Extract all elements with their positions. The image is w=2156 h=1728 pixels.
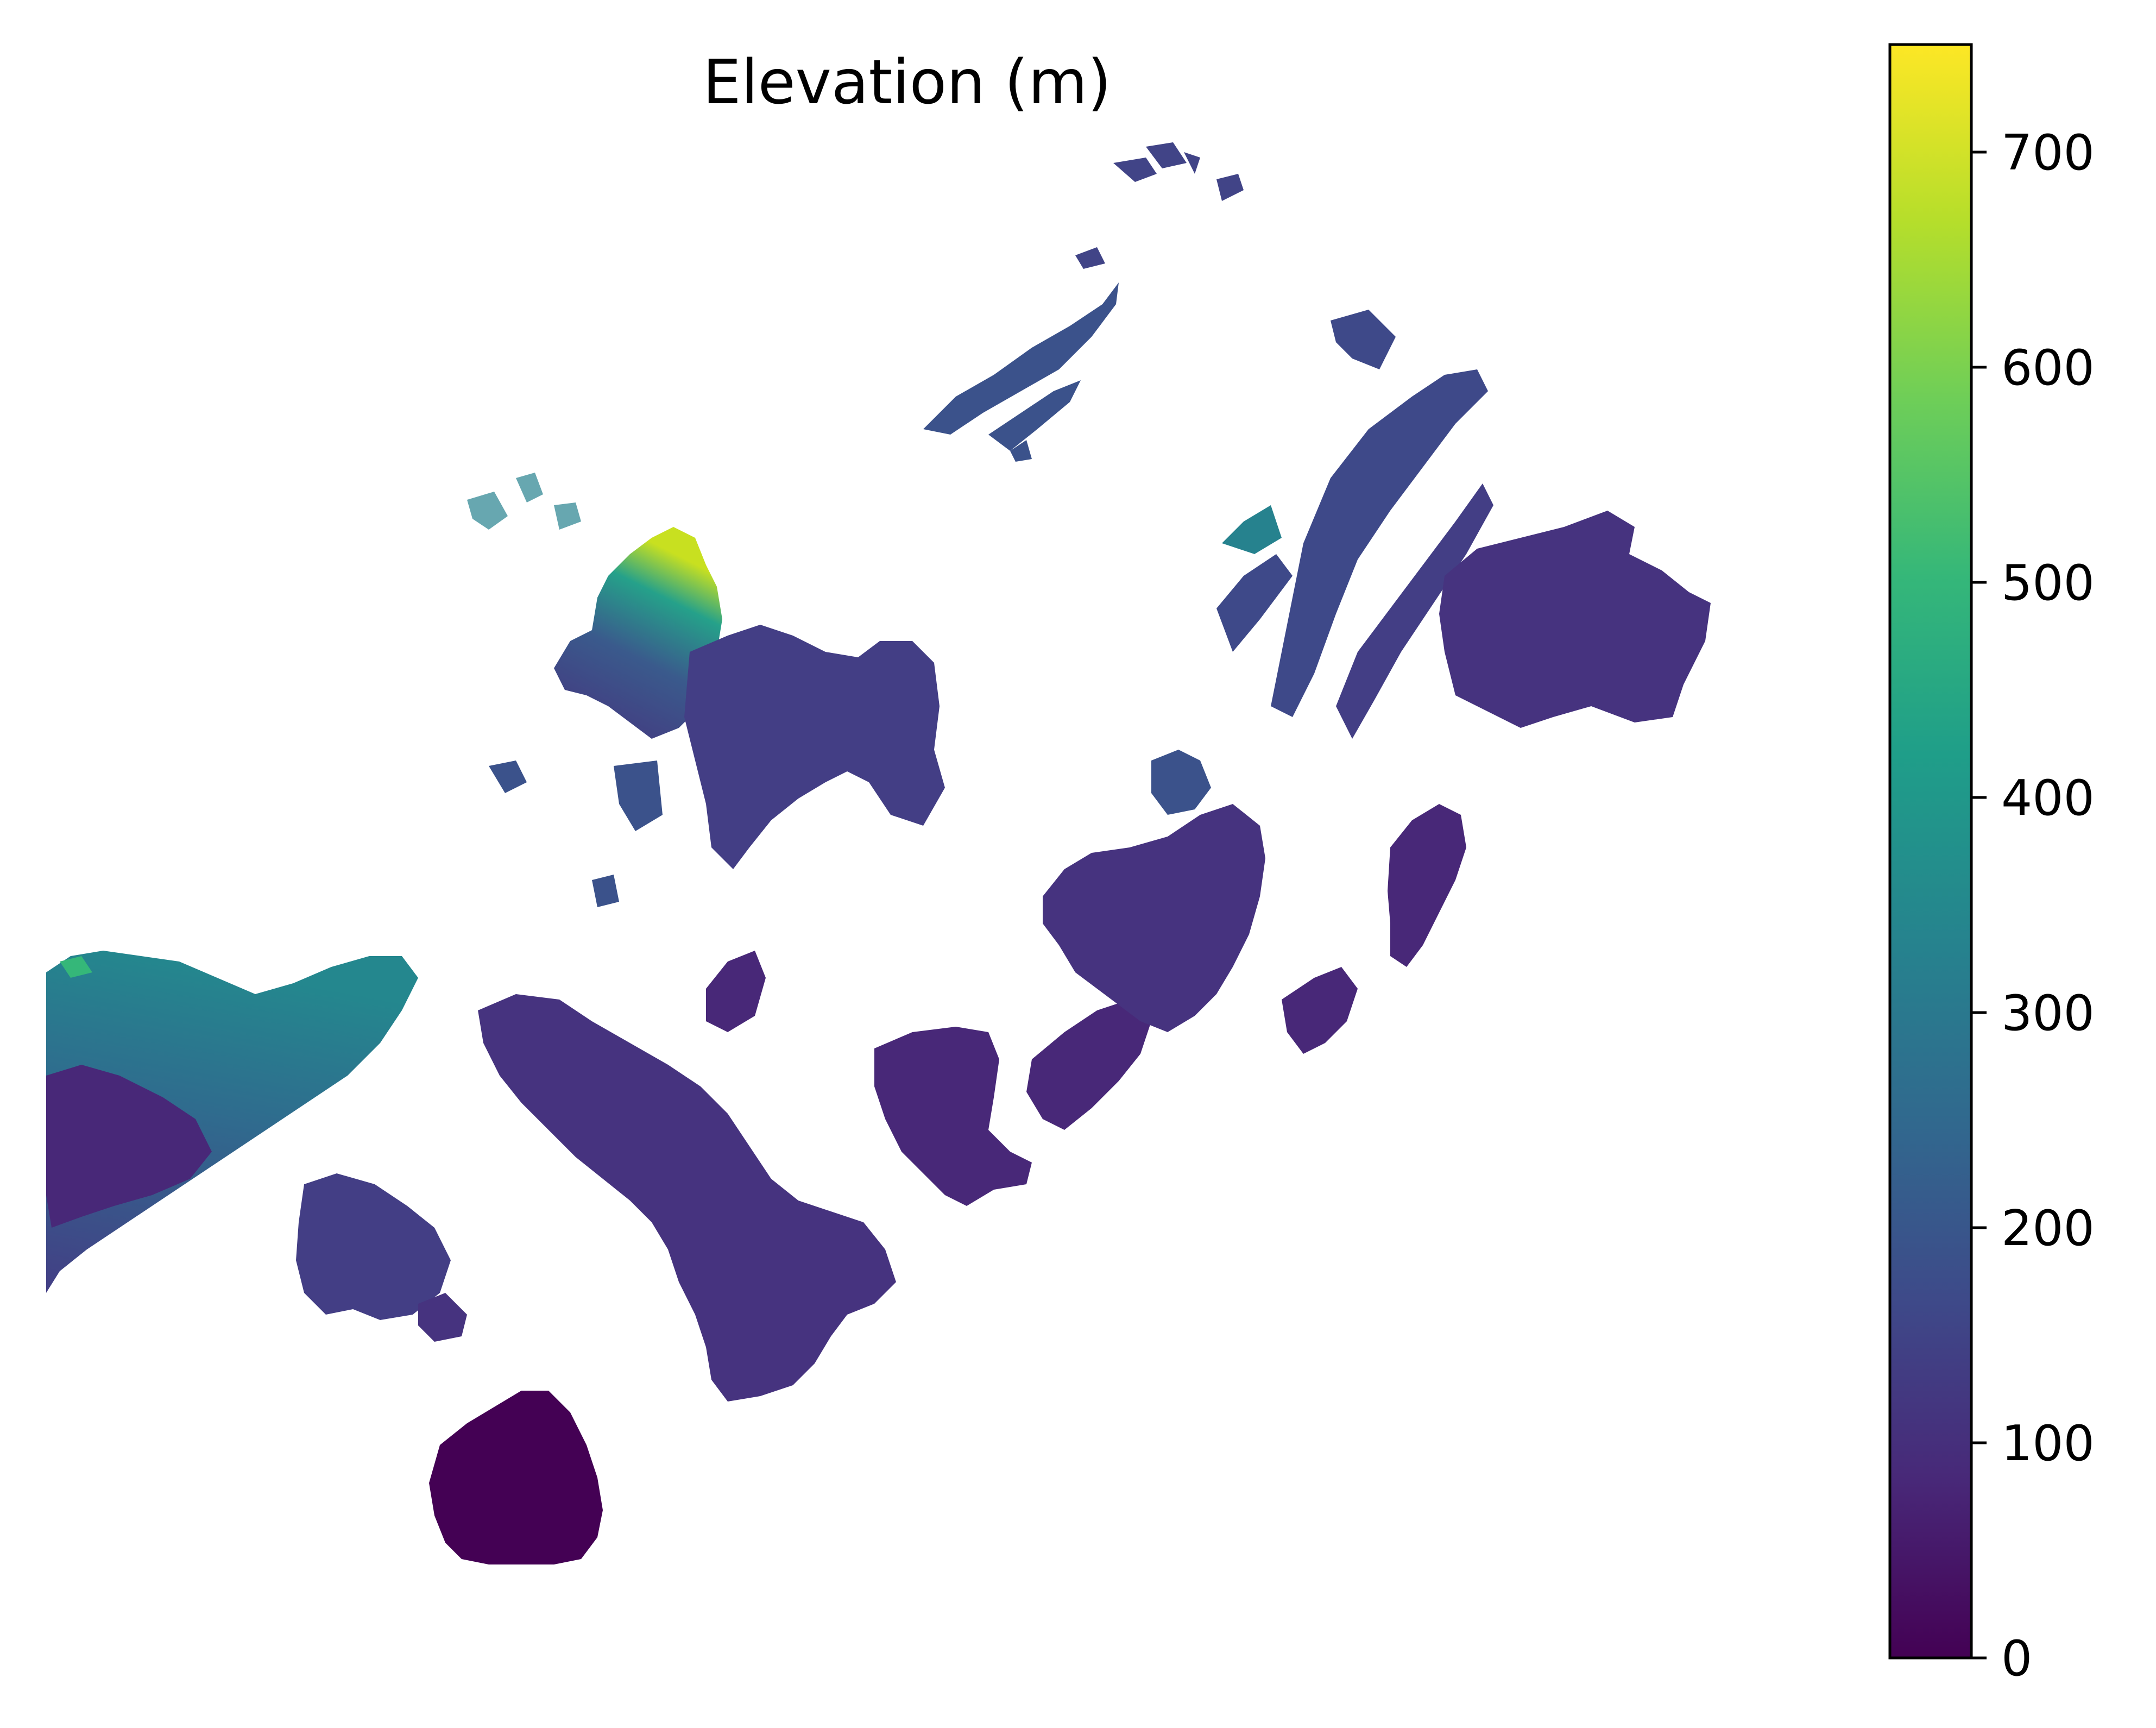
colorbar-tick-label: 300 <box>2001 985 2095 1042</box>
mid-east-island-a <box>874 1027 1032 1206</box>
west-central-island <box>296 1173 451 1320</box>
colorbar-tick-label: 600 <box>2001 340 2095 397</box>
central-north-island <box>684 625 945 869</box>
western-lowlands <box>46 1065 212 1228</box>
western-peak-highlight <box>60 956 92 978</box>
center-islets <box>489 761 663 907</box>
western-coast <box>46 951 418 1293</box>
colorbar-gradient <box>1888 43 1973 1660</box>
colorbar-tick-label: 700 <box>2001 124 2095 181</box>
center-small-island <box>706 951 766 1032</box>
east-elongated-island <box>1388 804 1466 967</box>
colorbar-ticks: 0 100 200 300 400 500 600 700 <box>1971 124 2095 1687</box>
central-peninsula <box>478 994 896 1402</box>
eastern-island <box>1439 511 1711 728</box>
small-west-islet <box>418 1293 467 1342</box>
map-title: Elevation (m) <box>703 47 1111 118</box>
north-central-chain <box>923 282 1119 462</box>
east-central-upland <box>1151 750 1211 815</box>
southern-island <box>429 1391 603 1564</box>
colorbar: 0 100 200 300 400 500 600 700 <box>1888 43 2095 1687</box>
east-central-island <box>1043 804 1265 1032</box>
mid-east-island-b <box>1026 1000 1151 1130</box>
colorbar-tick-label: 100 <box>2001 1415 2095 1472</box>
colorbar-tick-label: 400 <box>2001 770 2095 827</box>
northwest-islets <box>467 473 581 530</box>
northeast-archipelago <box>1216 310 1493 739</box>
colorbar-tick-label: 0 <box>2001 1630 2032 1687</box>
northern-islets <box>1075 142 1244 269</box>
colorbar-tick-label: 500 <box>2001 555 2095 612</box>
colorbar-tick-label: 200 <box>2001 1200 2095 1257</box>
elevation-raster <box>46 142 1711 1564</box>
southeast-island <box>1282 967 1358 1054</box>
highland-island <box>554 527 722 739</box>
